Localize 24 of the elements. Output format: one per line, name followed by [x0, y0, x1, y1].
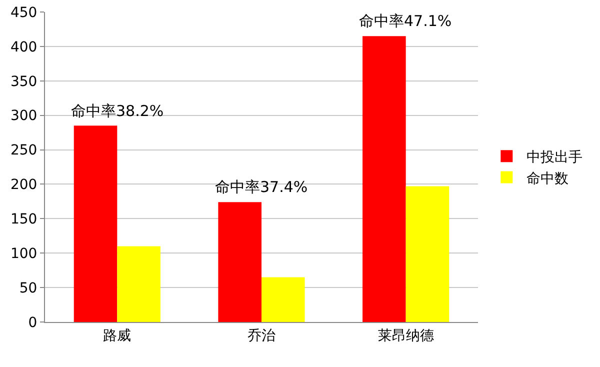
y-tick-label: 50	[19, 280, 38, 296]
x-tick-label: 莱昂纳德	[378, 328, 434, 344]
bar	[218, 202, 262, 322]
bar	[406, 186, 450, 322]
bar	[362, 36, 406, 322]
y-tick-label: 450	[10, 4, 38, 21]
y-tick-label: 350	[10, 74, 38, 90]
x-tick-label: 乔治	[248, 328, 276, 344]
annotation: 命中率47.1%	[359, 12, 452, 30]
bar	[262, 277, 305, 322]
y-tick-label: 300	[10, 108, 38, 124]
y-tick-label: 200	[10, 177, 38, 194]
y-tick-label: 250	[10, 142, 38, 159]
annotation: 命中率37.4%	[215, 178, 308, 196]
x-tick-label: 路威	[103, 328, 132, 344]
annotation: 命中率38.2%	[71, 102, 164, 120]
y-tick-label: 100	[10, 246, 38, 262]
legend-label: 中投出手	[526, 150, 583, 166]
y-tick-label: 400	[10, 39, 38, 56]
y-tick-label: 150	[10, 212, 38, 228]
y-tick-label: 0	[28, 314, 38, 331]
bar	[117, 246, 160, 322]
bar	[74, 126, 118, 322]
legend-label: 命中数	[526, 170, 569, 187]
